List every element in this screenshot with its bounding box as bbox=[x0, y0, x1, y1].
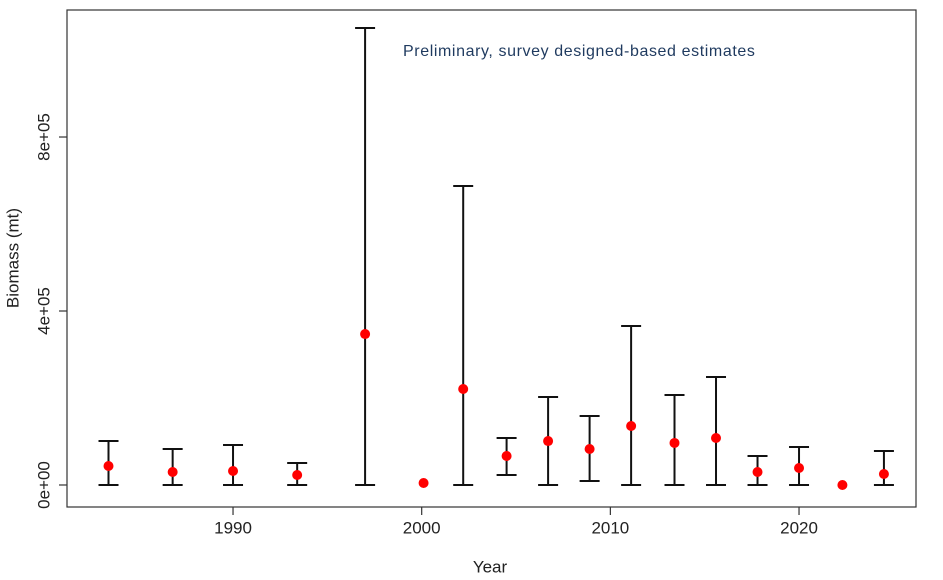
x-axis-title: Year bbox=[473, 557, 508, 576]
point bbox=[752, 466, 763, 477]
x-tick-label: 2020 bbox=[780, 518, 818, 537]
y-tick-label: 8e+05 bbox=[34, 113, 53, 161]
point bbox=[167, 466, 178, 477]
point bbox=[228, 465, 239, 476]
point bbox=[103, 460, 114, 471]
point bbox=[418, 477, 429, 488]
y-tick-label: 4e+05 bbox=[34, 287, 53, 335]
point bbox=[794, 462, 805, 473]
y-tick-label: 0e+00 bbox=[34, 461, 53, 509]
point bbox=[878, 468, 889, 479]
point bbox=[501, 450, 512, 461]
annotation: Preliminary, survey designed-based estim… bbox=[403, 43, 755, 60]
point bbox=[458, 383, 469, 394]
point bbox=[292, 469, 303, 480]
point bbox=[837, 479, 848, 490]
y-axis-title: Biomass (mt) bbox=[3, 208, 22, 308]
x-tick-label: 2000 bbox=[403, 518, 441, 537]
x-tick-label: 2010 bbox=[591, 518, 629, 537]
point bbox=[711, 433, 722, 444]
plot-frame bbox=[66, 9, 917, 508]
point bbox=[543, 436, 554, 447]
point bbox=[669, 437, 680, 448]
point bbox=[584, 443, 595, 454]
point bbox=[626, 421, 637, 432]
x-tick-label: 1990 bbox=[214, 518, 252, 537]
point bbox=[360, 329, 371, 340]
